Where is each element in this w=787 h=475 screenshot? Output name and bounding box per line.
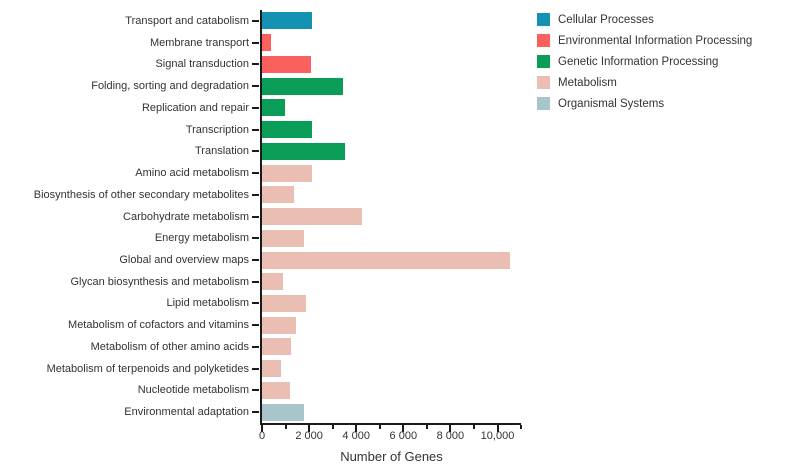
x-tick [425,425,428,429]
x-tick [520,425,522,429]
category-label: Signal transduction [155,58,249,71]
y-tick [252,302,259,305]
x-tick-label: 2 000 [295,430,323,442]
category-label: Energy metabolism [154,232,249,245]
x-tick-label: 6 000 [389,430,418,442]
y-tick [252,411,259,414]
category-label: Folding, sorting and degradation [91,80,249,93]
category-label: Amino acid metabolism [135,167,249,179]
x-tick [472,425,475,429]
x-tick [449,425,452,432]
bar [262,164,312,182]
x-tick-label: 4 000 [342,430,370,442]
legend-item: Cellular Processes [537,9,752,30]
bar [262,381,290,399]
bar [262,403,304,421]
bar [262,77,343,95]
bar [262,251,510,269]
category-label: Metabolism of terpenoids and polyketides [46,362,249,375]
category-label: Biosynthesis of other secondary metaboli… [33,188,249,201]
x-tick [331,425,334,429]
x-tick [355,425,358,432]
category-label: Transcription [185,123,249,136]
y-tick [252,85,259,88]
bar [262,316,296,334]
y-tick [252,128,259,131]
y-tick [252,367,259,370]
legend-label: Genetic Information Processing [558,55,719,68]
legend-swatch [537,13,550,26]
category-label: Transport and catabolism [125,14,249,27]
category-label: Metabolism of other amino acids [90,340,249,353]
y-tick [252,193,259,196]
category-label: Glycan biosynthesis and metabolism [70,275,249,288]
bar [262,208,362,225]
x-tick [284,425,287,429]
category-label: Translation [194,145,249,158]
category-label: Global and overview maps [119,254,249,266]
bar [262,99,285,117]
bar [262,186,295,204]
category-label: Membrane transport [149,36,249,49]
y-tick [252,237,259,240]
bar [262,294,306,312]
x-tick-label: 8 000 [436,430,465,442]
category-label: Carbohydrate metabolism [123,210,249,223]
legend-swatch [537,97,550,110]
y-tick [252,389,259,392]
y-tick [252,106,259,109]
bar [262,12,313,30]
category-label: Metabolism of cofactors and vitamins [68,319,249,332]
bar [262,273,283,291]
y-tick [252,259,259,261]
legend-item: Metabolism [537,72,752,93]
x-tick [308,425,311,432]
legend-swatch [537,34,550,47]
category-label: Replication and repair [141,101,249,114]
legend-label: Metabolism [558,76,617,89]
y-tick [252,345,259,348]
legend-swatch [537,55,550,68]
x-tick-label: 10,000 [480,430,515,442]
plot-area [260,10,521,425]
y-tick [252,19,259,22]
y-tick [252,324,259,327]
y-tick [252,63,259,66]
category-label: Environmental adaptation [124,406,249,419]
y-tick [252,172,259,174]
category-label: Nucleotide metabolism [137,384,249,397]
bar [262,360,281,378]
legend-swatch [537,76,550,89]
legend: Cellular Processes Environmental Informat… [537,9,752,114]
y-tick [252,150,259,153]
legend-item: Environmental Information Processing [537,30,752,51]
legend-label: Environmental Information Processing [558,34,753,47]
x-tick [261,425,263,432]
category-label: Lipid metabolism [166,297,249,310]
legend-item: Genetic Information Processing [537,51,752,72]
bar [262,338,292,356]
legend-item: Organismal Systems [537,93,752,114]
x-tick-label: 0 [258,430,266,442]
y-tick [252,215,259,218]
bar [262,142,346,160]
bar [262,55,312,73]
x-axis-title: Number of Genes [340,449,443,464]
bar [262,121,312,139]
y-tick [252,280,259,283]
x-tick [496,425,499,432]
bar [262,34,271,52]
x-tick [378,425,381,429]
legend-label: Organismal Systems [558,97,665,110]
legend-label: Cellular Processes [558,13,654,26]
y-tick [252,41,259,44]
bar [262,229,304,247]
x-tick [402,425,405,432]
